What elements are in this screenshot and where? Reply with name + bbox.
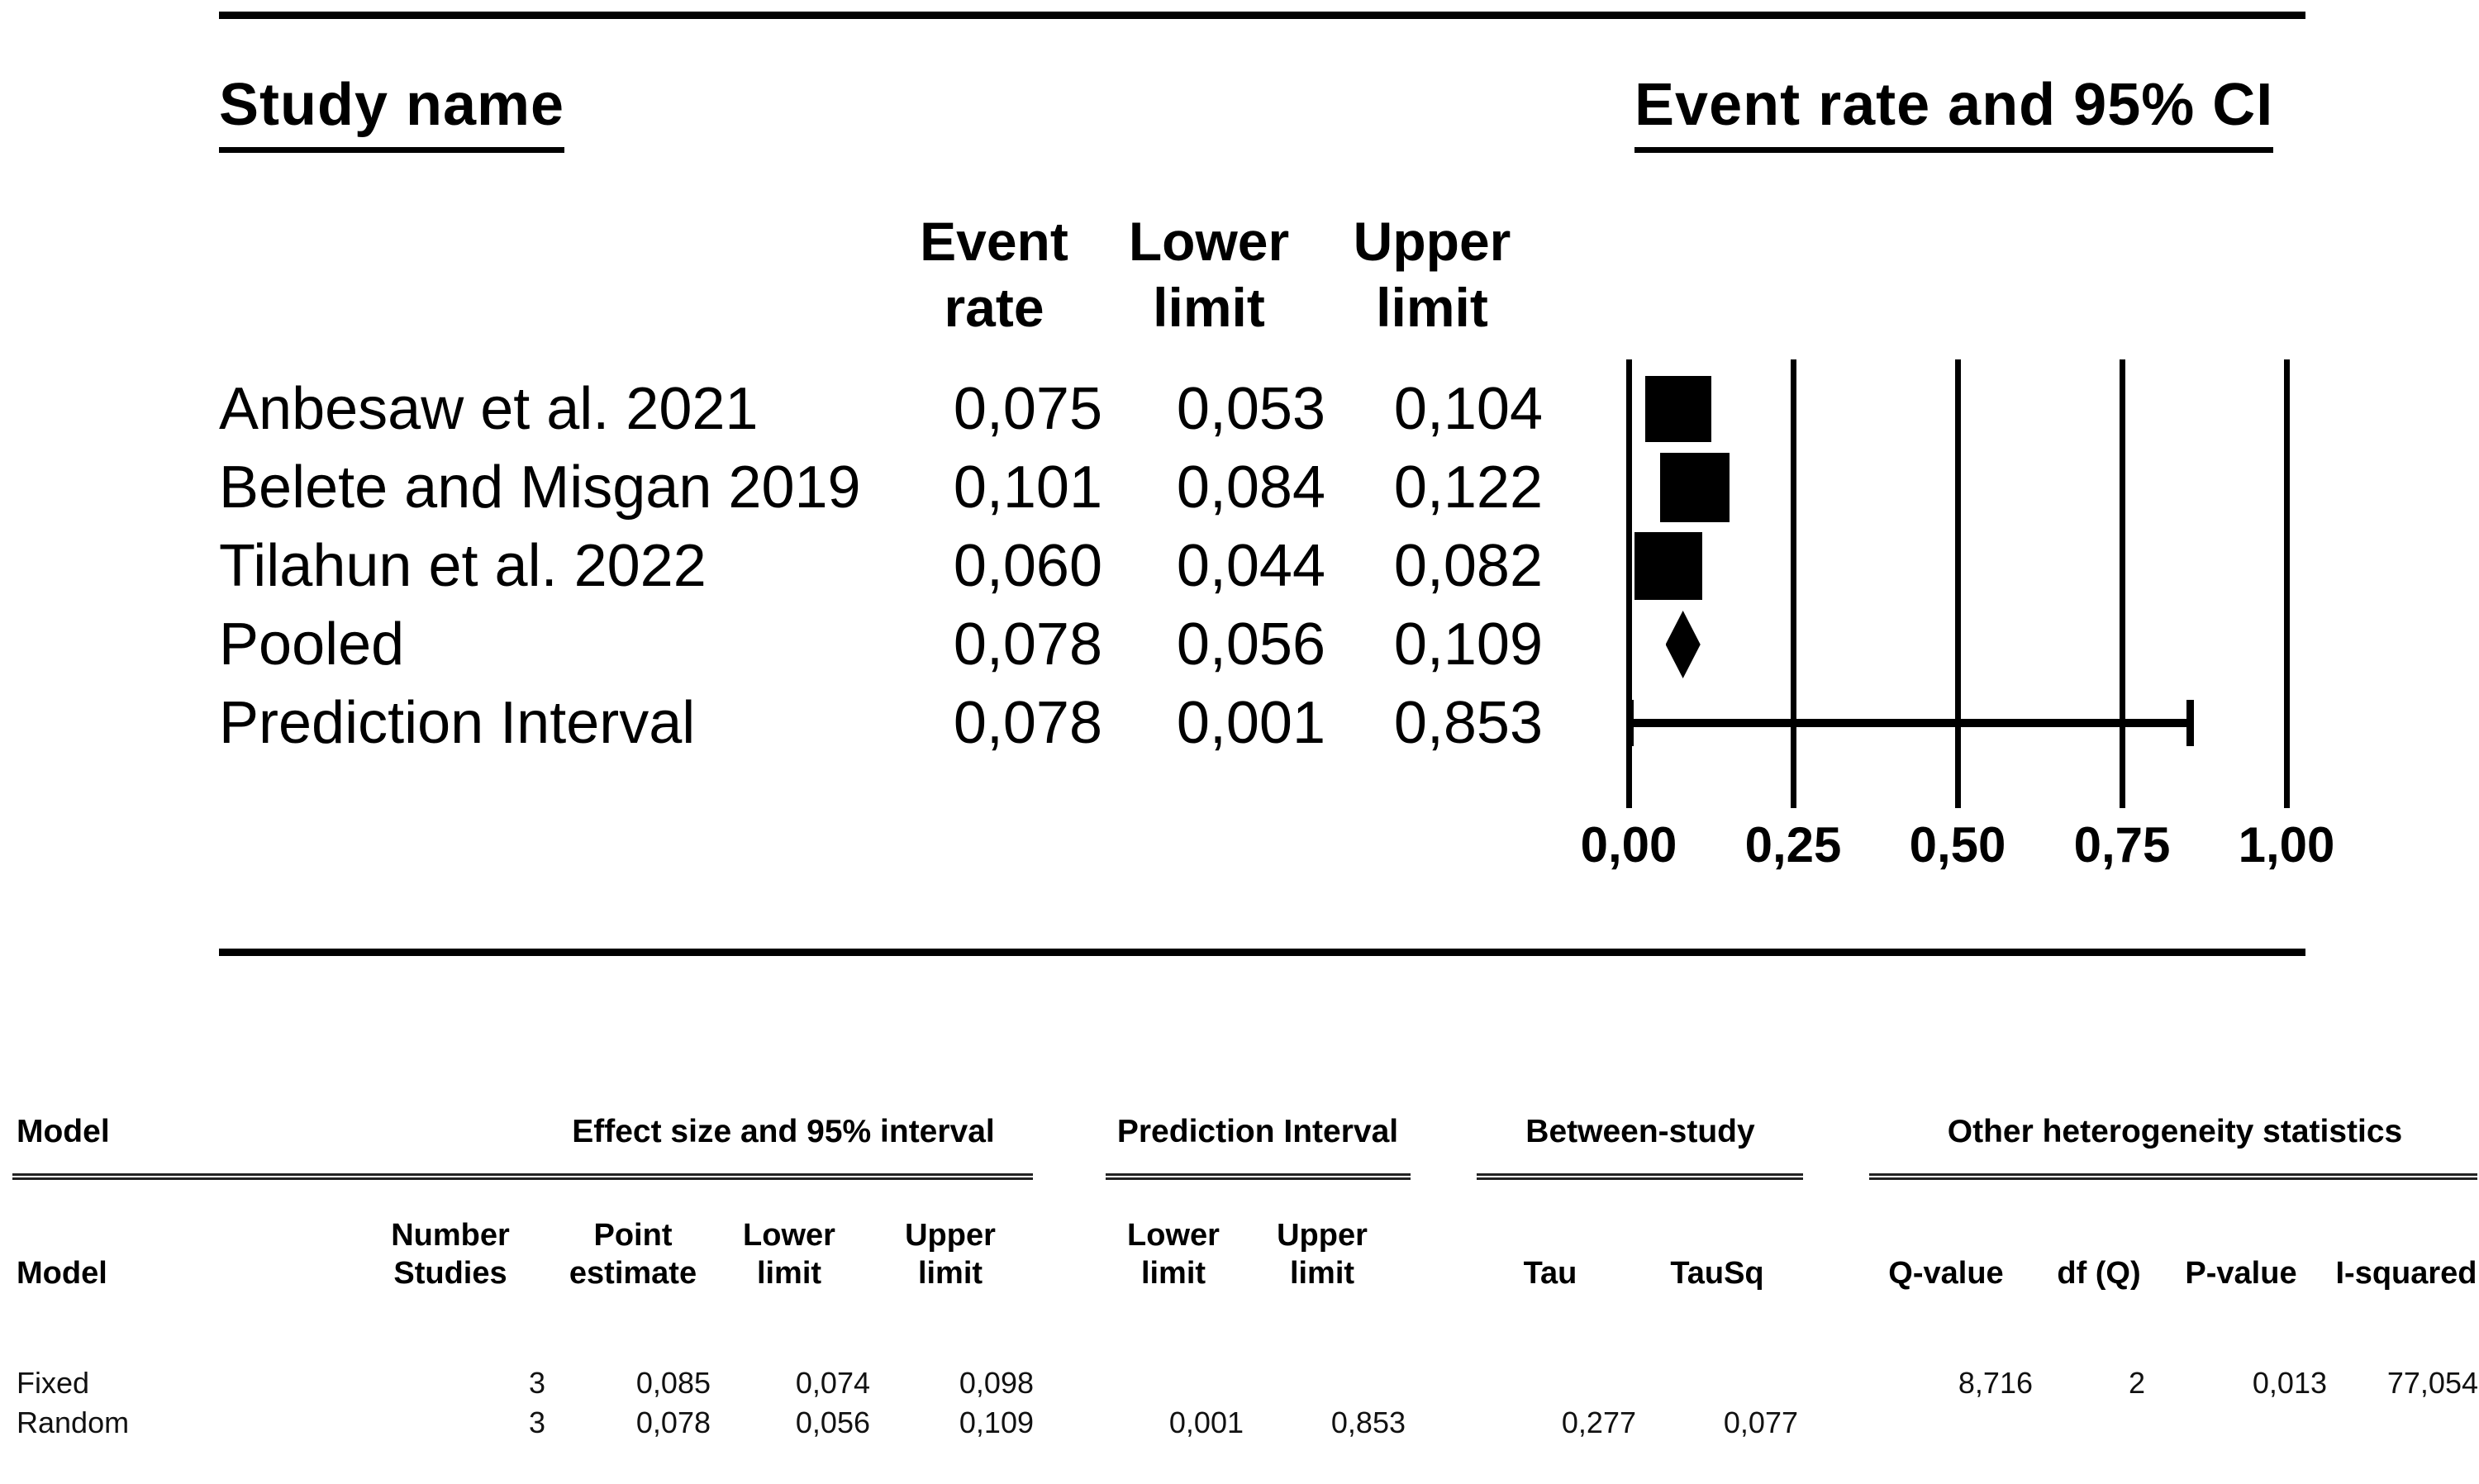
pooled-diamond — [1665, 611, 1701, 678]
subheader-tau: Tau — [1523, 1256, 1577, 1291]
study-row-label: Belete and Misgan 2019 — [219, 454, 861, 521]
plot-gridline — [2284, 359, 2290, 808]
study-marker-square — [1644, 376, 1711, 442]
event-rate-value: 0,101 — [953, 454, 1102, 521]
lower-limit-value: 0,053 — [1176, 376, 1325, 442]
group-header-model: Model — [17, 1114, 110, 1149]
upper-limit-value: 0,109 — [1393, 611, 1543, 678]
pooled-row-label: Pooled — [219, 611, 405, 678]
plot-gridline — [2120, 359, 2125, 808]
subheader-i-squared: I-squared — [2335, 1256, 2477, 1291]
prediction-interval-right-cap — [2186, 700, 2194, 746]
lower-limit-value: 0,044 — [1176, 533, 1325, 599]
upper-limit-value: 0,853 — [1393, 690, 1543, 756]
event-rate-value: 0,075 — [953, 376, 1102, 442]
column-header-lower-limit: Lower limit — [1128, 211, 1290, 338]
plot-gridline — [1626, 359, 1632, 808]
subheader-pi-lower-limit: Lower limit — [1127, 1218, 1220, 1291]
subheader-lower-limit: Lower limit — [743, 1218, 835, 1291]
subheader-model: Model — [17, 1256, 107, 1291]
random-point-estimate: 0,078 — [635, 1406, 711, 1439]
column-header-upper-limit: Upper limit — [1353, 211, 1511, 338]
subheader-p-value: P-value — [2185, 1256, 2297, 1291]
group-header-prediction-interval: Prediction Interval — [1116, 1114, 1399, 1149]
fixed-upper-limit: 0,098 — [959, 1366, 1034, 1400]
axis-tick-label: 0,75 — [2073, 817, 2171, 873]
event-rate-ci-title: Event rate and 95% CI — [1634, 71, 2274, 153]
group-header-other-heterogeneity: Other heterogeneity statistics — [1947, 1114, 2403, 1149]
upper-limit-value: 0,104 — [1393, 376, 1543, 442]
column-header-event-rate: Event rate — [920, 211, 1068, 338]
group-separator-prediction — [1106, 1173, 1411, 1180]
study-row-label: Anbesaw et al. 2021 — [219, 376, 759, 442]
axis-tick-label: 0,50 — [1909, 817, 2006, 873]
fixed-model-label: Fixed — [17, 1366, 90, 1400]
study-name-title: Study name — [219, 71, 565, 153]
fixed-lower-limit: 0,074 — [795, 1366, 870, 1400]
random-pi-lower: 0,001 — [1168, 1406, 1244, 1439]
random-number-studies: 3 — [528, 1406, 545, 1439]
random-tau: 0,277 — [1561, 1406, 1636, 1439]
top-rule — [219, 12, 2305, 19]
group-header-between-study: Between-study — [1525, 1114, 1755, 1149]
fixed-p-value: 0,013 — [2252, 1366, 2327, 1400]
axis-tick-label: 1,00 — [2238, 817, 2335, 873]
subheader-pi-upper-limit: Upper limit — [1277, 1218, 1368, 1291]
plot-gridline — [1955, 359, 1961, 808]
random-tausq: 0,077 — [1723, 1406, 1798, 1439]
subheader-upper-limit: Upper limit — [905, 1218, 996, 1291]
lower-limit-value: 0,056 — [1176, 611, 1325, 678]
event-rate-value: 0,078 — [953, 690, 1102, 756]
event-rate-value: 0,060 — [953, 533, 1102, 599]
subheader-q-value: Q-value — [1888, 1256, 2004, 1291]
random-upper-limit: 0,109 — [959, 1406, 1034, 1439]
fixed-df-q: 2 — [2128, 1366, 2145, 1400]
prediction-interval-left-cap — [1625, 700, 1634, 746]
study-marker-square — [1660, 453, 1730, 522]
upper-limit-value: 0,122 — [1393, 454, 1543, 521]
lower-limit-value: 0,084 — [1176, 454, 1325, 521]
random-lower-limit: 0,056 — [795, 1406, 870, 1439]
fixed-point-estimate: 0,085 — [635, 1366, 711, 1400]
group-header-effect-size: Effect size and 95% interval — [572, 1114, 995, 1149]
axis-tick-label: 0,25 — [1744, 817, 1842, 873]
subheader-tausq: TauSq — [1670, 1256, 1764, 1291]
event-rate-value: 0,078 — [953, 611, 1102, 678]
plot-gridline — [1791, 359, 1796, 808]
bottom-rule — [219, 949, 2305, 956]
random-pi-upper: 0,853 — [1330, 1406, 1406, 1439]
fixed-i-squared: 77,054 — [2386, 1366, 2478, 1400]
prediction-interval-line — [1629, 719, 2190, 727]
subheader-point-estimate: Point estimate — [569, 1218, 697, 1291]
upper-limit-value: 0,082 — [1393, 533, 1543, 599]
random-model-label: Random — [17, 1406, 130, 1439]
fixed-number-studies: 3 — [528, 1366, 545, 1400]
group-separator-effect — [12, 1173, 1033, 1180]
lower-limit-value: 0,001 — [1176, 690, 1325, 756]
group-separator-between — [1477, 1173, 1803, 1180]
study-row-label: Tilahun et al. 2022 — [219, 533, 707, 599]
group-separator-other — [1869, 1173, 2477, 1180]
prediction-interval-row-label: Prediction Interval — [219, 690, 696, 756]
subheader-number-studies: Number Studies — [391, 1218, 510, 1291]
fixed-q-value: 8,716 — [1958, 1366, 2033, 1400]
axis-tick-label: 0,00 — [1580, 817, 1677, 873]
subheader-df-q: df (Q) — [2057, 1256, 2141, 1291]
study-marker-square — [1634, 532, 1702, 600]
